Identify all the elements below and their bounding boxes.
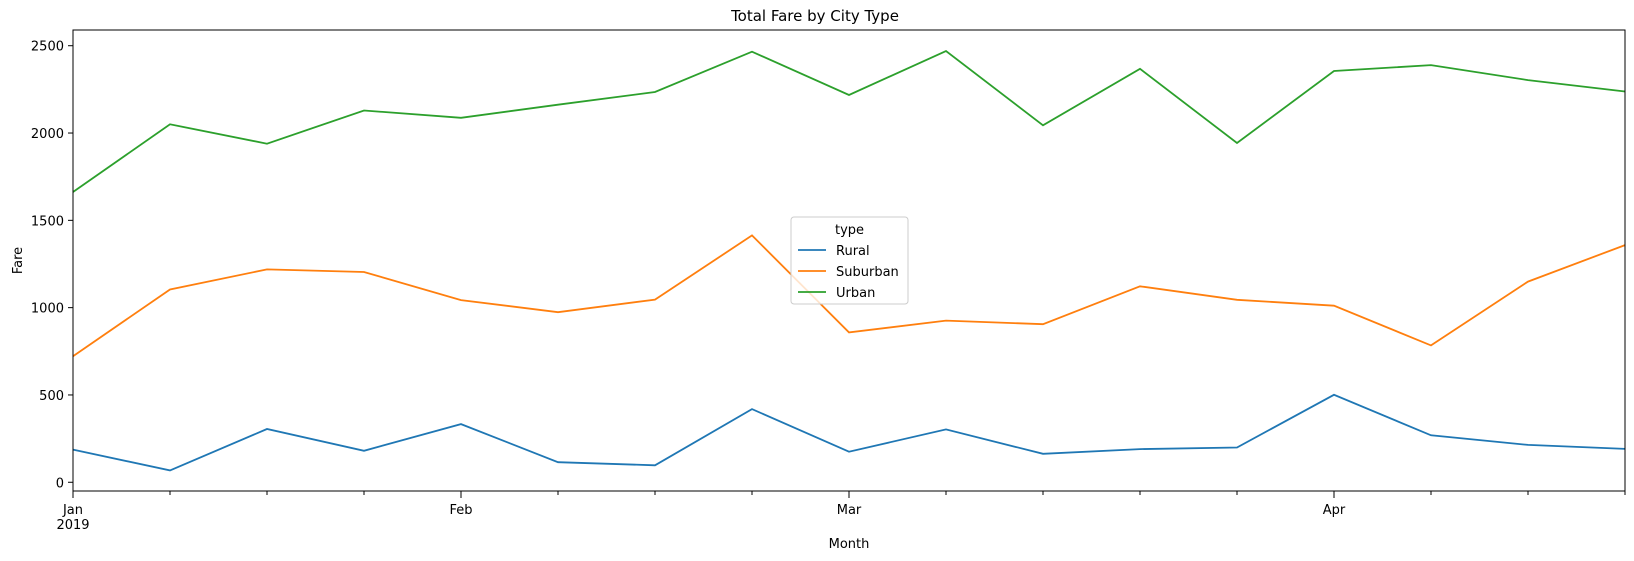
x-tick-label: Apr: [1323, 503, 1346, 518]
chart-title: Total Fare by City Type: [730, 7, 899, 25]
legend-box: [790, 216, 909, 305]
y-tick-label: 0: [56, 476, 64, 491]
series-line-urban: [72, 49, 1626, 193]
x-tick-label: Jan: [62, 503, 83, 518]
x-axis-label: Month: [829, 537, 870, 552]
y-tick-label: 2000: [31, 127, 64, 142]
series-line-rural: [72, 393, 1626, 472]
plot-frame: [72, 29, 1626, 492]
y-tick-label: 1500: [31, 214, 64, 229]
legend-title: type: [835, 223, 864, 238]
legend-label-rural: Rural: [836, 244, 870, 259]
plot-area: [72, 49, 1626, 472]
x-tick-label: Feb: [449, 503, 472, 518]
legend-label-suburban: Suburban: [836, 265, 899, 280]
y-axis-label: Fare: [11, 247, 26, 274]
y-tick-label: 1000: [31, 302, 64, 317]
legend-label-urban: Urban: [836, 286, 875, 301]
x-tick-sublabel: 2019: [56, 518, 89, 533]
y-tick-label: 500: [39, 389, 64, 404]
x-tick-label: Mar: [837, 503, 862, 518]
legend: type Rural Suburban Urban: [790, 216, 909, 305]
series-line-suburban: [72, 234, 1626, 357]
y-tick-label: 2500: [31, 40, 64, 55]
